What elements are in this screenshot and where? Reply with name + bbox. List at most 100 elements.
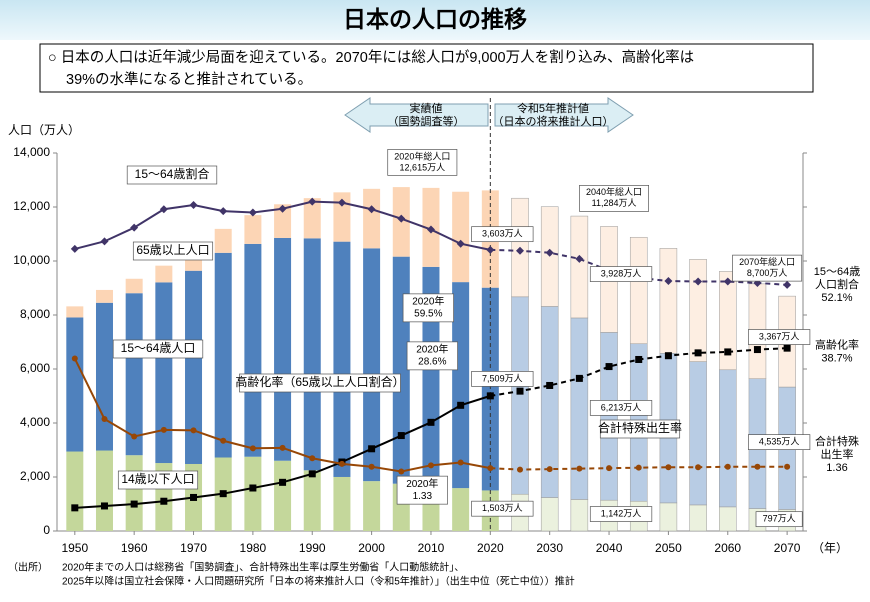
bar: [452, 282, 470, 489]
marker: [190, 427, 197, 434]
bar: [452, 191, 470, 283]
series-name: 15～64歳人口: [121, 341, 196, 355]
marker: [248, 208, 257, 217]
point-label: 2020年: [406, 477, 438, 490]
value-label-box: [589, 266, 653, 282]
marker: [367, 205, 376, 214]
marker: [664, 277, 673, 286]
total-note: 2040年総人口: [586, 186, 642, 197]
summary-line: 39%の水準になると推計されている。: [66, 71, 312, 88]
value-label: 3,928万人: [601, 268, 642, 278]
x-tick-label: 1970: [180, 541, 207, 555]
marker: [101, 416, 108, 423]
bar: [689, 504, 707, 532]
marker: [695, 464, 702, 471]
marker: [724, 348, 732, 356]
marker: [575, 254, 584, 263]
bar: [333, 241, 351, 477]
marker: [279, 478, 287, 486]
point-label-box: [396, 475, 448, 505]
marker: [100, 237, 109, 246]
end-label: 高齢化率: [815, 337, 859, 351]
marker: [219, 207, 228, 216]
source-label: （出所）: [8, 561, 48, 574]
x-tick-label: 2000: [358, 541, 385, 555]
bar: [363, 481, 381, 531]
marker: [131, 433, 138, 440]
marker: [100, 502, 108, 510]
marker: [70, 244, 79, 253]
series-name-box: [599, 419, 681, 439]
bar: [125, 278, 143, 294]
bar: [333, 476, 351, 531]
source-line: 2025年以降は国立社会保障・人口問題研究所「日本の将来推計人口（令和5年推計）…: [62, 575, 575, 588]
marker: [71, 355, 78, 362]
marker: [605, 363, 613, 371]
marker: [159, 205, 168, 214]
marker: [130, 500, 138, 508]
marker: [784, 463, 791, 470]
point-label: 1.33: [413, 491, 433, 502]
marker: [130, 223, 139, 232]
end-value: 38.7%: [821, 352, 852, 364]
bar: [689, 361, 707, 506]
x-tick-label: 2070: [774, 541, 801, 555]
series-line: [490, 248, 788, 286]
marker: [278, 204, 287, 213]
bar: [66, 317, 84, 452]
period-label: （日本の将来推計人口）: [493, 114, 614, 128]
marker: [189, 200, 198, 209]
end-value: 52.1%: [821, 292, 852, 304]
bar: [125, 455, 143, 531]
bar: [125, 293, 143, 456]
marker: [220, 437, 227, 444]
x-tick-label: 2040: [596, 541, 623, 555]
x-tick-label: 1990: [299, 541, 326, 555]
end-label: 人口割合: [815, 277, 859, 291]
bar: [719, 506, 737, 532]
end-value: 1.36: [826, 462, 847, 474]
bar: [719, 369, 737, 508]
value-label: 4,535万人: [759, 437, 800, 447]
summary-box: [39, 43, 814, 93]
marker: [397, 214, 406, 223]
bar: [303, 470, 321, 531]
marker: [635, 464, 642, 471]
bar: [481, 287, 499, 491]
total-note-box: [387, 149, 458, 176]
end-label: 出生率: [821, 447, 854, 461]
marker: [694, 349, 702, 357]
total-note-box: [579, 185, 649, 212]
marker: [753, 346, 761, 354]
period-arrow: [344, 97, 489, 133]
marker: [219, 490, 227, 498]
value-label: 7,509万人: [482, 373, 523, 383]
value-label-box: [471, 371, 534, 387]
header-band: [0, 0, 870, 40]
y-axis-title: 人口（万人）: [8, 123, 80, 137]
bar: [600, 332, 618, 501]
bar: [155, 282, 173, 464]
total-note: 2020年総人口: [394, 150, 450, 161]
marker: [190, 493, 198, 501]
bar: [244, 456, 262, 531]
marker: [486, 392, 494, 400]
marker: [249, 445, 256, 452]
total-note: 8,700万人: [747, 268, 788, 278]
marker: [426, 225, 435, 234]
y-tick-label: 14,000: [13, 145, 50, 159]
point-label: 2020年: [412, 295, 444, 308]
series-name: 15～64歳割合: [135, 166, 210, 181]
series-name: 14歳以下人口: [121, 472, 194, 486]
marker: [456, 239, 465, 248]
marker: [723, 277, 732, 286]
marker: [398, 468, 405, 475]
value-label-box: [748, 329, 811, 345]
y-tick-label: 0: [43, 523, 50, 537]
x-tick-label: 2050: [655, 541, 682, 555]
bar: [274, 204, 292, 238]
bar: [719, 271, 737, 371]
value-label: 3,367万人: [759, 331, 800, 341]
bar: [95, 302, 113, 451]
